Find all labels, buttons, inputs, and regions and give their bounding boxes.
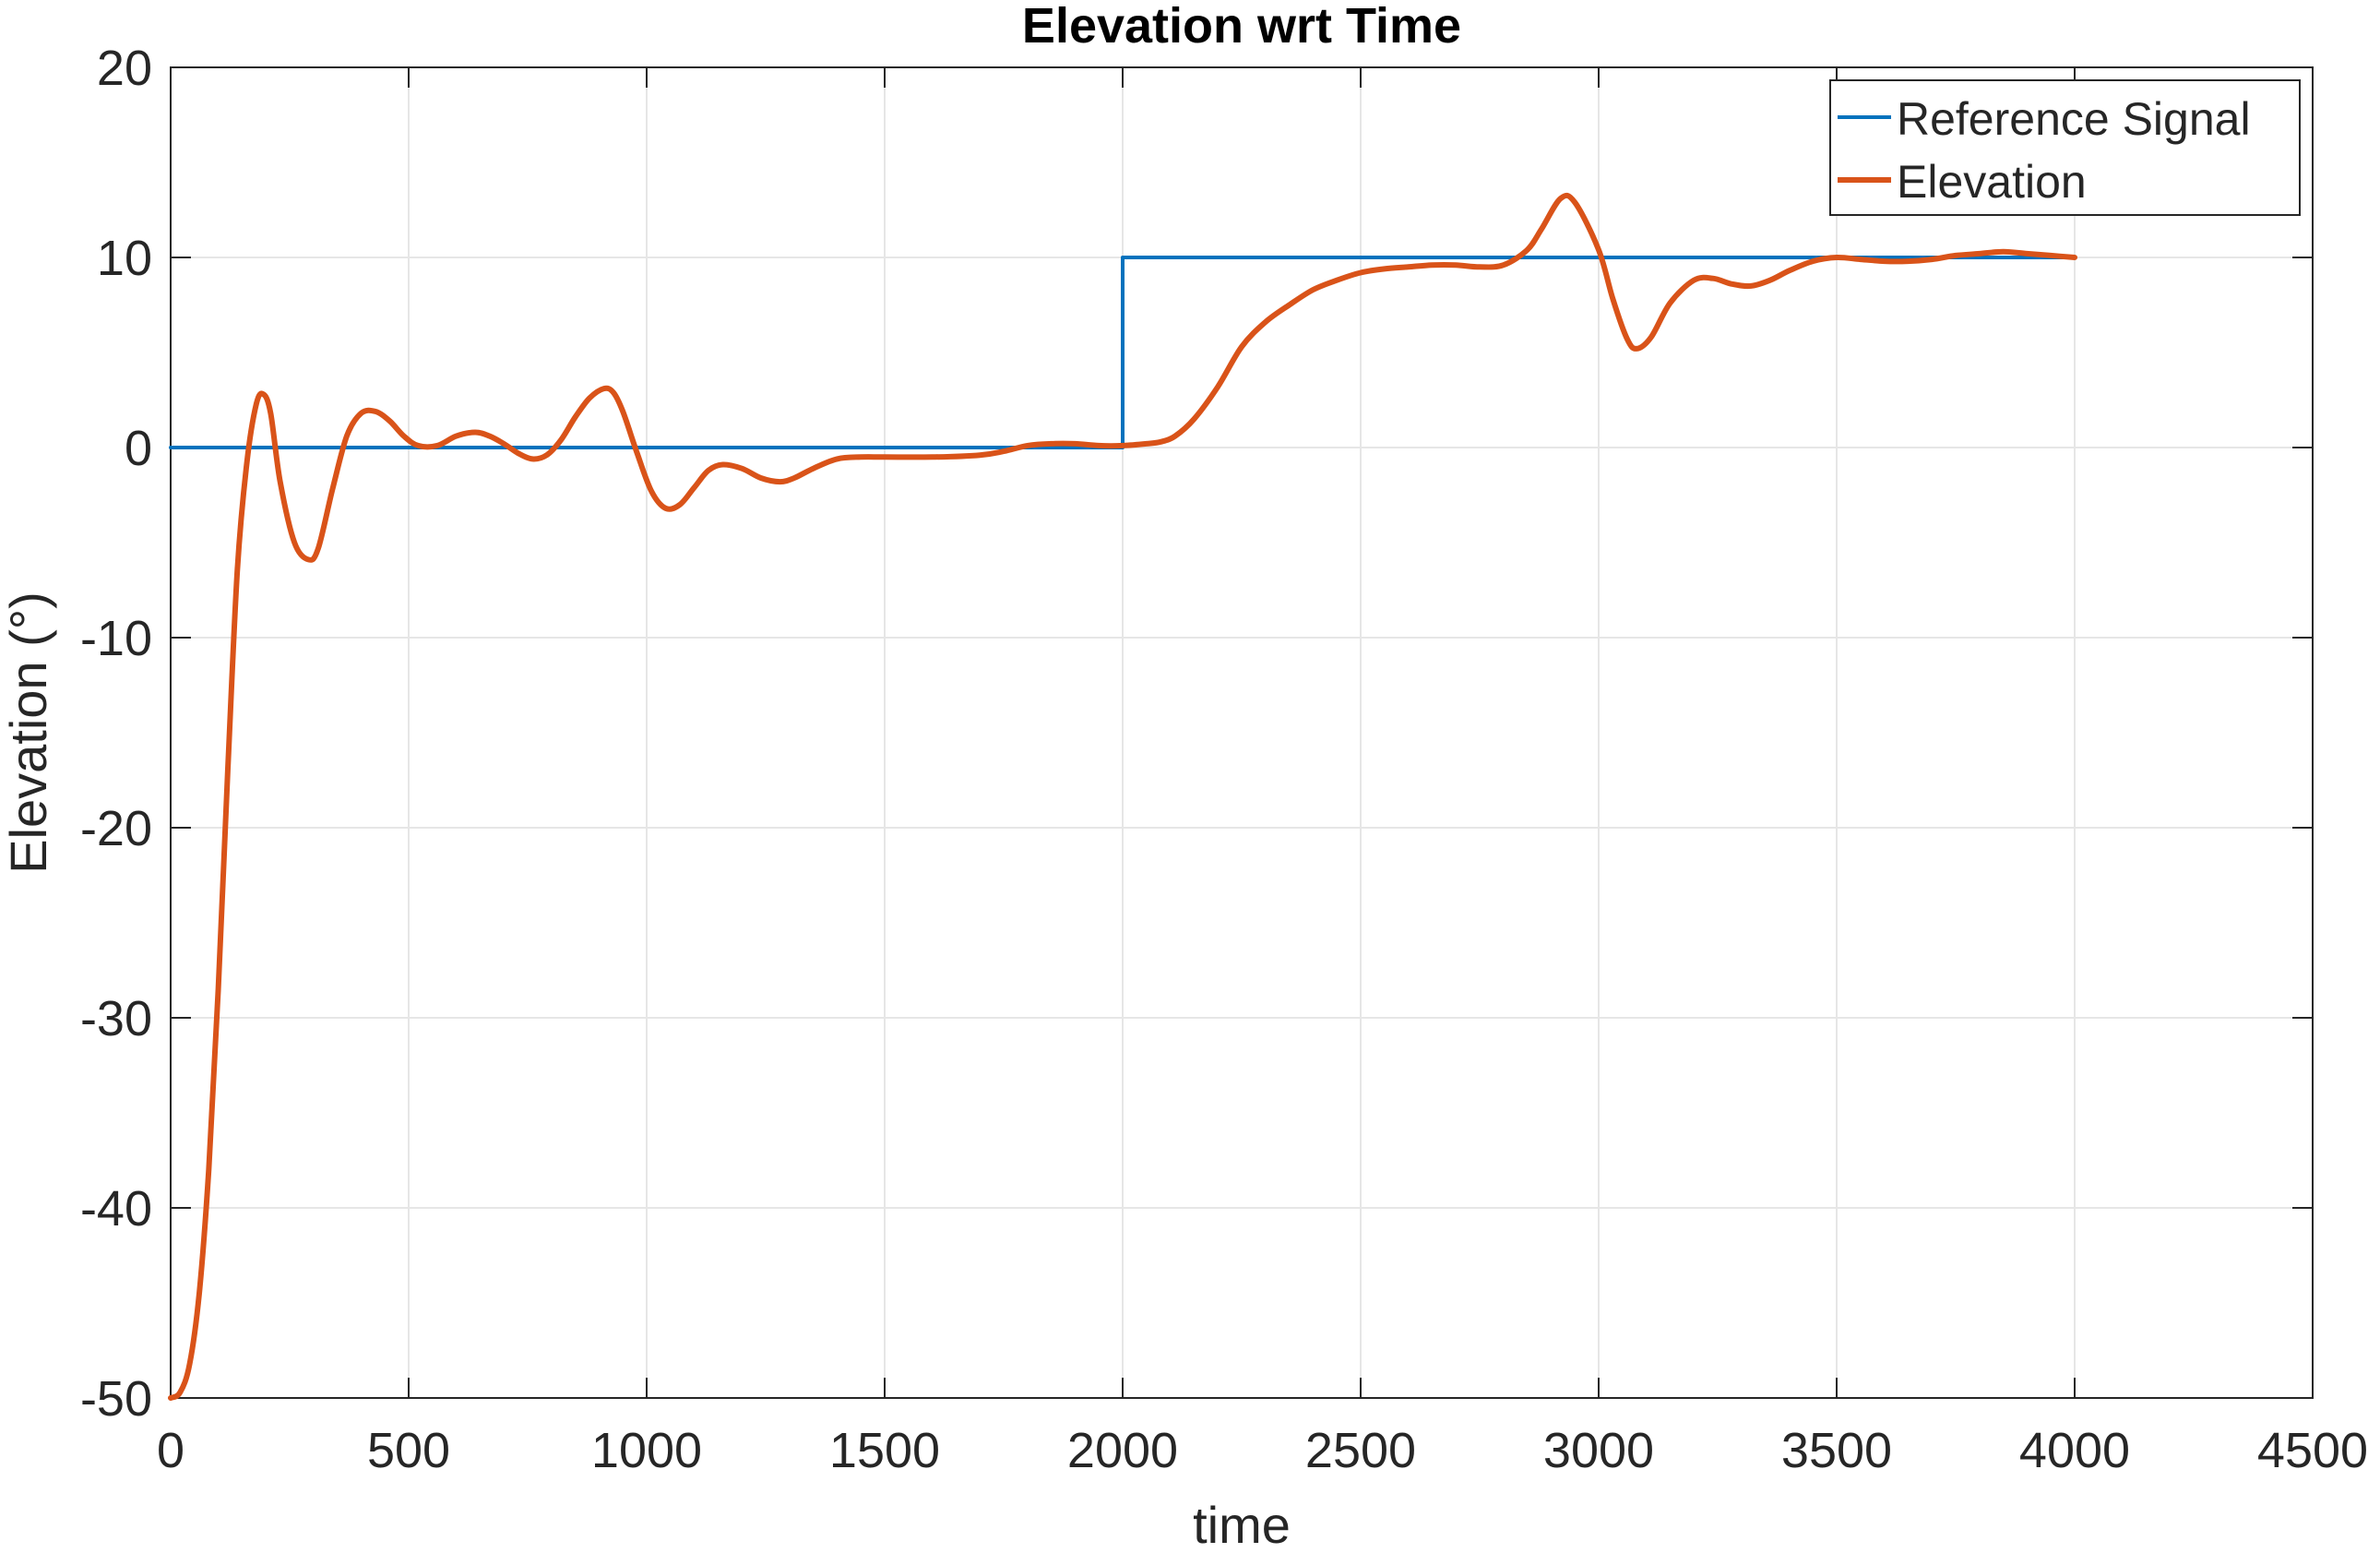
y-tick-label: -10 [80,611,152,666]
x-tick-label: 2000 [1067,1423,1178,1478]
chart-title: Elevation wrt Time [1022,0,1461,54]
tick-label-layer: 0 500 1000 1500 2000 2500 3000 3500 4000 4500 -50 -… [80,41,2368,1478]
legend-label-elevation: Elevation [1897,156,2087,208]
x-axis-label: time [1193,1496,1291,1548]
y-tick-label: 0 [125,421,152,476]
y-tick-label: 20 [97,41,152,96]
x-tick-label: 4500 [2257,1423,2368,1478]
legend-label-reference-signal: Reference Signal [1897,93,2251,145]
legend: Reference Signal Elevation [1829,79,2301,216]
y-tick-label: -30 [80,991,152,1046]
tick-layer [170,66,2314,1399]
grid-layer [170,66,2314,1399]
series-layer [168,192,2077,1401]
x-tick-label: 4000 [2019,1423,2130,1478]
series-line-reference-signal [169,256,2077,449]
x-tick-label: 500 [367,1423,450,1478]
y-tick-label: -40 [80,1181,152,1236]
x-tick-label: 1500 [829,1423,940,1478]
x-tick-label: 1000 [591,1423,702,1478]
y-tick-label: 10 [97,231,152,286]
x-tick-label: 0 [157,1423,184,1478]
legend-box [1829,79,2301,216]
y-axis-label: Elevation (°) [0,591,57,874]
series-line-elevation [168,192,2077,1401]
x-tick-label: 2500 [1305,1423,1416,1478]
plot-area-frame [170,66,2314,1399]
x-tick-label: 3000 [1543,1423,1654,1478]
y-tick-label: -50 [80,1371,152,1427]
y-tick-label: -20 [80,801,152,856]
x-tick-label: 3500 [1781,1423,1892,1478]
